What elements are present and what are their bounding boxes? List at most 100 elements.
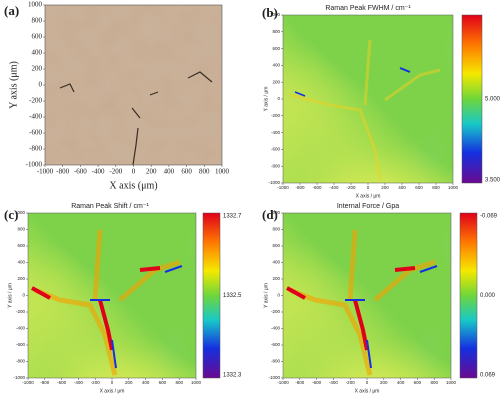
micrograph xyxy=(44,4,223,166)
panel-label: (d) xyxy=(262,207,278,222)
y-tick-label: -600 xyxy=(271,147,281,152)
panel-label: (c) xyxy=(4,207,18,222)
y-axis-label: Y axis / μm xyxy=(263,87,269,112)
y-tick-label: -1000 xyxy=(26,161,43,169)
panel-title: Raman Peak Shift / cm⁻¹ xyxy=(71,203,149,210)
y-tick-label: -200 xyxy=(271,309,281,314)
x-tick-label: 0 xyxy=(132,168,136,176)
y-axis-label: Y axis / μm xyxy=(263,283,269,308)
x-tick-label: 200 xyxy=(381,185,389,190)
x-tick-label: -800 xyxy=(56,168,69,176)
y-tick-label: 1000 xyxy=(28,1,43,9)
y-tick-label: 0 xyxy=(22,293,25,298)
x-tick-label: 800 xyxy=(175,380,183,385)
y-tick-label: 600 xyxy=(32,33,43,41)
x-tick-label: -400 xyxy=(74,380,84,385)
x-tick-label: 600 xyxy=(181,168,192,176)
y-tick-label: 400 xyxy=(32,49,43,57)
x-tick-label: -200 xyxy=(109,168,122,176)
x-tick-label: 1000 xyxy=(448,185,459,190)
y-tick-label: 1000 xyxy=(270,210,281,215)
colorbar xyxy=(202,212,221,379)
x-tick-label: -800 xyxy=(295,380,305,385)
y-tick-label: -1000 xyxy=(268,375,280,380)
y-tick-label: 400 xyxy=(272,63,280,68)
x-tick-label: 400 xyxy=(142,380,150,385)
colorbar-tick-label: 1332.3 xyxy=(223,373,242,379)
y-tick-label: -400 xyxy=(271,326,281,331)
y-tick-label: 600 xyxy=(272,243,280,248)
x-tick-label: 1000 xyxy=(191,380,202,385)
x-tick-label: -600 xyxy=(74,168,87,176)
y-tick-label: 600 xyxy=(272,46,280,51)
y-tick-label: 800 xyxy=(272,29,280,34)
x-axis-label: X axis (μm) xyxy=(109,180,157,191)
x-tick-label: 200 xyxy=(380,380,388,385)
x-tick-label: -1000 xyxy=(37,168,54,176)
x-tick-label: -400 xyxy=(329,380,339,385)
y-tick-label: 0 xyxy=(277,293,280,298)
x-tick-label: -200 xyxy=(346,185,356,190)
colorbar-tick-label: 3.500 xyxy=(485,178,500,184)
y-tick-label: -600 xyxy=(271,342,281,347)
y-tick-label: 600 xyxy=(17,243,25,248)
colorbar-tick-label: 0.069 xyxy=(480,373,496,379)
x-tick-label: -200 xyxy=(91,380,101,385)
y-tick-label: 0 xyxy=(277,96,280,101)
y-tick-label: -800 xyxy=(29,145,42,153)
x-tick-label: 0 xyxy=(366,380,369,385)
y-tick-label: 200 xyxy=(272,276,280,281)
x-tick-label: 1000 xyxy=(446,380,457,385)
x-tick-label: 800 xyxy=(199,168,210,176)
x-tick-label: -1000 xyxy=(277,185,289,190)
x-tick-label: 200 xyxy=(146,168,157,176)
colorbar-tick-label: -0.069 xyxy=(480,214,498,220)
y-tick-label: -400 xyxy=(29,113,42,121)
y-tick-label: -200 xyxy=(271,113,281,118)
x-tick-label: -800 xyxy=(295,185,305,190)
panel-label: (a) xyxy=(4,3,19,18)
y-tick-label: 800 xyxy=(17,227,25,232)
x-tick-label: 200 xyxy=(125,380,133,385)
x-tick-label: 400 xyxy=(397,380,405,385)
panel-title: Internal Force / Gpa xyxy=(337,203,399,210)
colorbar-tick-label: 5.000 xyxy=(485,97,500,103)
y-tick-label: 1000 xyxy=(270,12,281,17)
y-tick-label: -800 xyxy=(271,359,281,364)
heatmap-b xyxy=(282,14,454,184)
y-tick-label: 1000 xyxy=(15,210,26,215)
colorbar-tick-label: 0.000 xyxy=(480,293,496,299)
colorbar-tick-label: 1332.7 xyxy=(223,214,242,220)
y-tick-label: 800 xyxy=(32,17,43,25)
colorbar xyxy=(459,212,478,379)
x-tick-label: -1000 xyxy=(22,380,34,385)
x-tick-label: -600 xyxy=(57,380,67,385)
x-tick-label: 600 xyxy=(159,380,167,385)
y-tick-label: -600 xyxy=(16,342,26,347)
x-tick-label: -600 xyxy=(312,380,322,385)
x-tick-label: -400 xyxy=(92,168,105,176)
x-tick-label: 600 xyxy=(415,185,423,190)
x-tick-label: -600 xyxy=(312,185,322,190)
x-tick-label: -200 xyxy=(346,380,356,385)
heatmap-c xyxy=(27,212,197,379)
panel-label: (b) xyxy=(262,5,278,20)
y-tick-label: -800 xyxy=(16,359,26,364)
y-tick-label: 400 xyxy=(17,260,25,265)
x-tick-label: -400 xyxy=(329,185,339,190)
x-tick-label: -800 xyxy=(40,380,50,385)
x-tick-label: 0 xyxy=(367,185,370,190)
x-tick-label: -1000 xyxy=(277,380,289,385)
x-axis-label: X axis / μm xyxy=(100,388,125,394)
y-tick-label: 200 xyxy=(32,65,43,73)
y-tick-label: -200 xyxy=(29,97,42,105)
y-tick-label: 200 xyxy=(272,79,280,84)
heatmap-d xyxy=(282,212,452,379)
y-tick-label: -200 xyxy=(16,309,26,314)
y-tick-label: 800 xyxy=(272,227,280,232)
y-tick-label: 200 xyxy=(17,276,25,281)
y-tick-label: 0 xyxy=(39,81,43,89)
x-axis-label: X axis / μm xyxy=(355,388,380,394)
y-tick-label: -1000 xyxy=(13,375,25,380)
